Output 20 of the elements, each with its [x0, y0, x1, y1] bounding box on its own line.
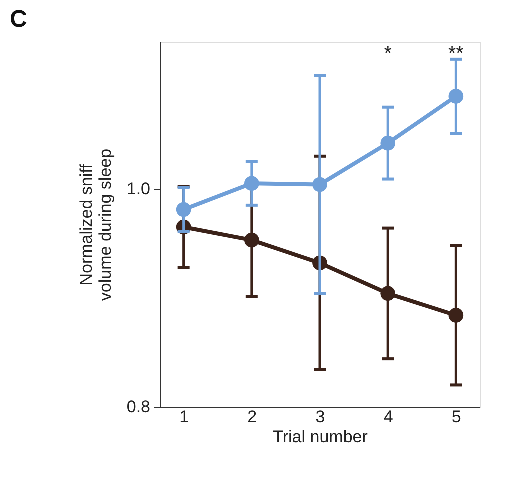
- y-tick-label: 0.8: [126, 398, 150, 416]
- point: [244, 176, 260, 192]
- x-tick-label: 4: [384, 408, 394, 426]
- point: [312, 177, 328, 192]
- annotation: **: [448, 43, 464, 65]
- x-axis-title: Trial number: [273, 428, 368, 446]
- y-tick-label: 1.0: [126, 180, 150, 199]
- annotation: *: [384, 43, 392, 65]
- point: [448, 89, 464, 104]
- chart-title: C: [10, 6, 28, 33]
- x-tick-label: 2: [248, 408, 258, 426]
- y-axis-title: Normalized sniff volume during sleep: [76, 148, 115, 302]
- point: [380, 136, 396, 151]
- x-tick-label: 1: [180, 408, 190, 426]
- point: [244, 232, 260, 248]
- x-tick-label: 3: [316, 408, 326, 426]
- x-tick-label: 5: [452, 408, 462, 426]
- point: [448, 308, 464, 323]
- point: [380, 286, 396, 302]
- point: [176, 202, 192, 218]
